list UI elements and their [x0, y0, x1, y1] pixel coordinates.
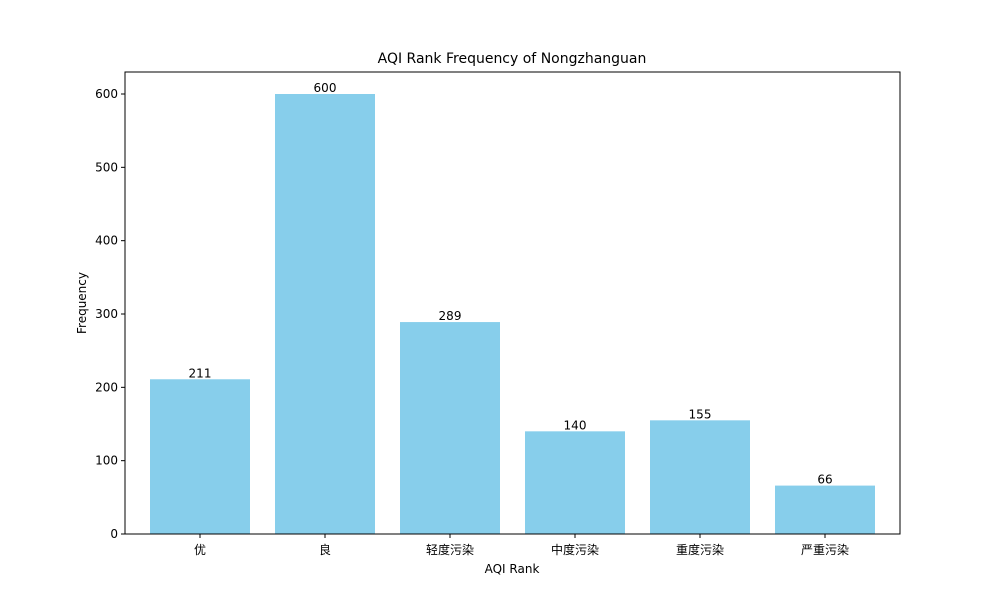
bar-value-label: 140 — [564, 418, 587, 432]
x-tick-label: 严重污染 — [801, 542, 849, 557]
bar-value-label: 211 — [189, 366, 212, 380]
data-labels-group: 211 600 289 140 155 66 — [189, 81, 833, 487]
x-tick-label: 中度污染 — [551, 542, 599, 557]
x-tick-label: 重度污染 — [676, 542, 724, 557]
chart-title: AQI Rank Frequency of Nongzhanguan — [378, 51, 647, 67]
x-axis: 优 良 轻度污染 中度污染 重度污染 严重污染 — [194, 534, 849, 557]
plot-frame — [124, 71, 901, 535]
y-tick-label: 300 — [95, 307, 118, 321]
bar-value-label: 289 — [439, 309, 462, 323]
bar — [650, 420, 750, 534]
x-axis-label: AQI Rank — [485, 562, 540, 576]
bar — [400, 322, 500, 534]
bar — [150, 379, 250, 534]
bar-value-label: 600 — [314, 81, 337, 95]
y-axis: 0 100 200 300 400 500 600 — [95, 87, 125, 541]
y-tick-label: 500 — [95, 160, 118, 174]
bar-value-label: 155 — [689, 407, 712, 421]
y-tick-label: 0 — [110, 527, 118, 541]
y-tick-label: 400 — [95, 234, 118, 248]
x-tick-label: 良 — [319, 542, 331, 557]
y-tick-label: 100 — [95, 454, 118, 468]
y-tick-label: 600 — [95, 87, 118, 101]
bar — [275, 94, 375, 534]
y-tick-label: 200 — [95, 380, 118, 394]
bar — [525, 431, 625, 534]
bars-group — [150, 94, 875, 534]
y-axis-label: Frequency — [75, 272, 89, 334]
x-tick-label: 优 — [194, 543, 206, 557]
x-tick-label: 轻度污染 — [426, 542, 474, 557]
bar — [775, 485, 875, 534]
bar-value-label: 66 — [817, 473, 832, 487]
